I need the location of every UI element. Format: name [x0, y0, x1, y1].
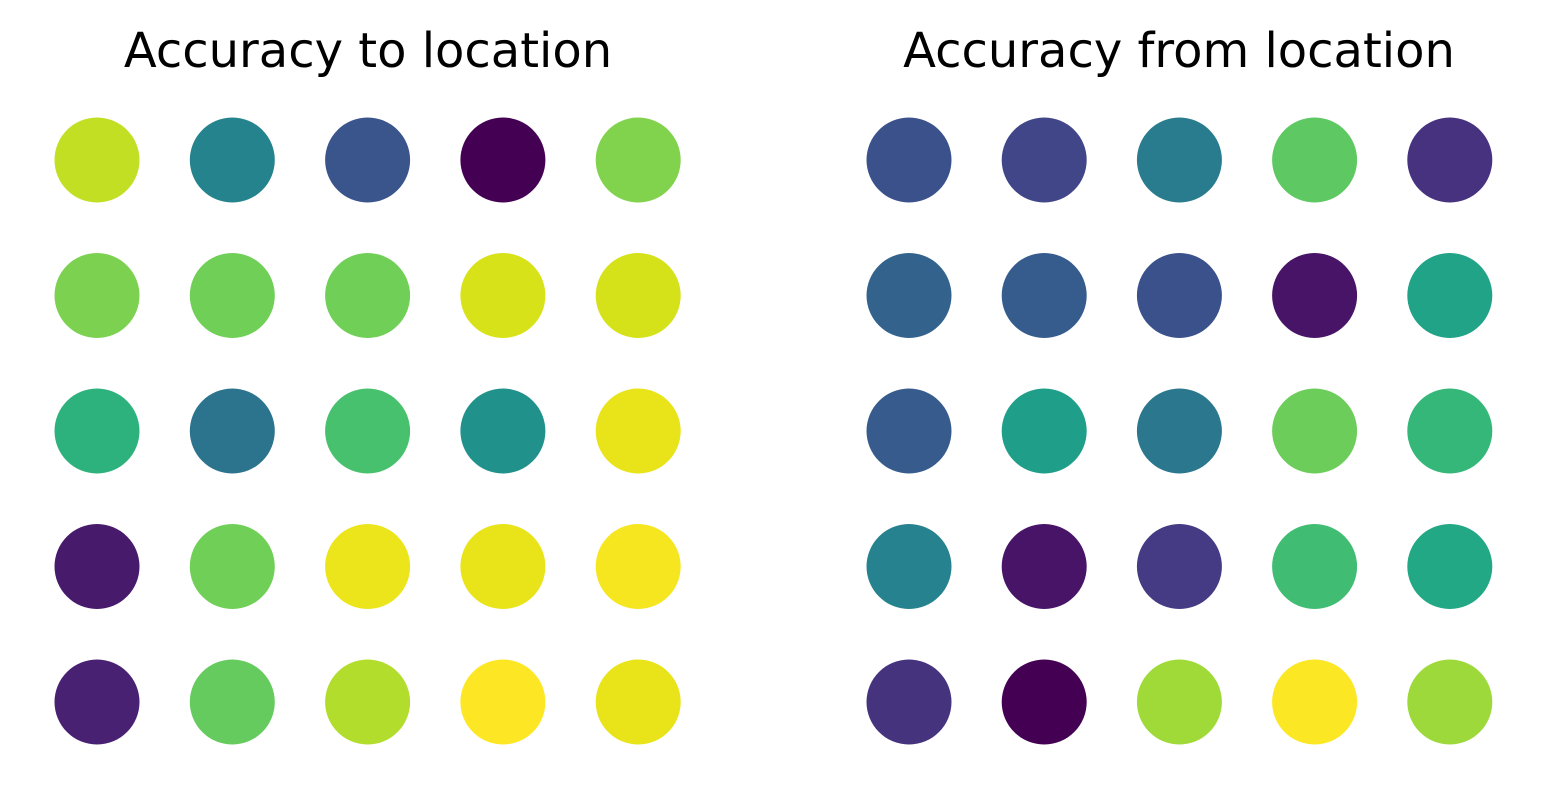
dot-left-r2-c1: [54, 253, 140, 338]
dot-grid-left: [54, 117, 681, 745]
dot-left-r1-c1: [54, 117, 140, 203]
dot-left-r3-c5: [595, 388, 681, 474]
dot-right-r1-c4: [1272, 117, 1358, 203]
dot-right-r4-c3: [1136, 524, 1222, 609]
dot-left-r3-c1: [54, 388, 140, 474]
dot-left-r3-c2: [189, 388, 275, 474]
dot-left-r4-c1: [54, 524, 140, 609]
dot-right-r2-c2: [1001, 253, 1087, 338]
dot-right-r1-c1: [866, 117, 952, 203]
dot-left-r2-c2: [189, 253, 275, 338]
dot-left-r2-c3: [325, 253, 411, 338]
dot-grid-right: [866, 117, 1493, 745]
dot-left-r1-c2: [189, 117, 275, 203]
dot-right-r1-c5: [1407, 117, 1493, 203]
dot-left-r5-c1: [54, 659, 140, 745]
dot-right-r2-c3: [1136, 253, 1222, 338]
dot-left-r3-c3: [325, 388, 411, 474]
dot-right-r5-c5: [1407, 659, 1493, 745]
dot-left-r2-c5: [595, 253, 681, 338]
dot-right-r4-c2: [1001, 524, 1087, 609]
dot-right-r4-c5: [1407, 524, 1493, 609]
dot-right-r3-c3: [1136, 388, 1222, 474]
dot-right-r3-c4: [1272, 388, 1358, 474]
dot-left-r1-c3: [325, 117, 411, 203]
dot-right-r3-c2: [1001, 388, 1087, 474]
dot-left-r1-c4: [460, 117, 546, 203]
dot-right-r5-c2: [1001, 659, 1087, 745]
dot-right-r2-c5: [1407, 253, 1493, 338]
dot-left-r3-c4: [460, 388, 546, 474]
dot-right-r2-c1: [866, 253, 952, 338]
dot-left-r2-c4: [460, 253, 546, 338]
dot-left-r4-c3: [325, 524, 411, 609]
dot-left-r5-c4: [460, 659, 546, 745]
dot-right-r5-c3: [1136, 659, 1222, 745]
dot-right-r2-c4: [1272, 253, 1358, 338]
dot-right-r5-c1: [866, 659, 952, 745]
dot-left-r5-c3: [325, 659, 411, 745]
dot-right-r3-c1: [866, 388, 952, 474]
dot-right-r1-c3: [1136, 117, 1222, 203]
dot-left-r4-c2: [189, 524, 275, 609]
dot-right-r4-c4: [1272, 524, 1358, 609]
dot-left-r4-c5: [595, 524, 681, 609]
dot-left-r4-c4: [460, 524, 546, 609]
dot-right-r1-c2: [1001, 117, 1087, 203]
dot-right-r3-c5: [1407, 388, 1493, 474]
dot-right-r4-c1: [866, 524, 952, 609]
dot-left-r5-c5: [595, 659, 681, 745]
dot-left-r1-c5: [595, 117, 681, 203]
dot-right-r5-c4: [1272, 659, 1358, 745]
dot-left-r5-c2: [189, 659, 275, 745]
chart-title-left: Accuracy to location: [123, 23, 613, 79]
chart-title-right: Accuracy from location: [903, 23, 1455, 79]
